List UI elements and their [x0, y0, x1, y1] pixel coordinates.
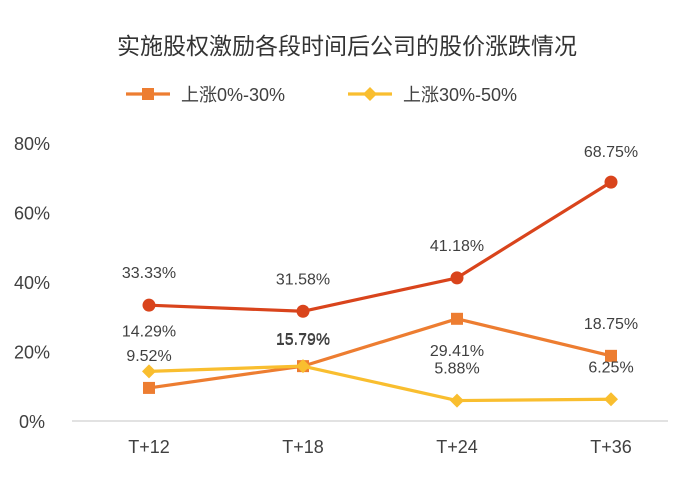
y-tick-label: 20% — [14, 343, 50, 363]
y-tick-label: 0% — [19, 412, 45, 432]
series-line — [147, 364, 613, 403]
data-point — [296, 359, 310, 374]
series-line — [147, 317, 613, 390]
y-tick-label: 40% — [14, 273, 50, 293]
data-label: 9.52% — [126, 348, 171, 365]
data-point — [296, 304, 310, 318]
series — [143, 312, 617, 394]
data-labels: 9.52%15.79%29.41%18.75%14.29%15.79%5.88%… — [122, 144, 638, 377]
data-point — [604, 392, 618, 407]
chart-title: 实施股权激励各段时间后公司的股价涨跌情况 — [117, 33, 577, 59]
data-point — [142, 298, 156, 312]
x-tick-label: T+12 — [128, 437, 170, 457]
legend-swatch-marker — [363, 87, 377, 101]
data-point — [143, 381, 155, 394]
legend-label: 上涨0%-30% — [181, 85, 285, 105]
x-tick-label: T+24 — [436, 437, 478, 457]
legend-label: 上涨30%-50% — [403, 85, 517, 105]
y-tick-label: 60% — [14, 204, 50, 224]
data-point — [451, 312, 463, 325]
data-point — [142, 364, 156, 379]
data-label: 33.33% — [122, 265, 176, 282]
data-point — [605, 349, 617, 362]
series-layer — [142, 175, 618, 408]
data-point — [450, 393, 464, 408]
data-label: 6.25% — [588, 359, 633, 376]
data-label: 14.29% — [122, 323, 176, 340]
data-label: 68.75% — [584, 144, 638, 161]
series — [142, 175, 618, 318]
legend-entry: 上涨30%-50% — [348, 85, 517, 105]
x-tick-label: T+36 — [590, 437, 632, 457]
data-label: 29.41% — [430, 343, 484, 360]
legend-entry: 上涨0%-30% — [126, 85, 285, 105]
x-tick-label: T+18 — [282, 437, 324, 457]
data-point — [604, 175, 618, 189]
data-point — [450, 271, 464, 285]
x-axis-ticks: T+12 T+18 T+24 T+36 — [128, 437, 632, 457]
data-label: 18.75% — [584, 316, 638, 333]
y-axis-ticks: 0% 20% 40% 60% 80% — [14, 134, 50, 432]
data-label: 41.18% — [430, 238, 484, 255]
data-label: 15.79% — [276, 332, 330, 349]
series — [142, 359, 618, 408]
series-line — [147, 180, 613, 313]
y-tick-label: 80% — [14, 134, 50, 154]
chart-legend: 上涨0%-30% 上涨30%-50% — [126, 85, 517, 105]
legend-swatch-marker — [142, 88, 154, 100]
data-label: 5.88% — [434, 361, 479, 378]
data-label: 31.58% — [276, 271, 330, 288]
data-label: 15.79% — [276, 331, 330, 348]
